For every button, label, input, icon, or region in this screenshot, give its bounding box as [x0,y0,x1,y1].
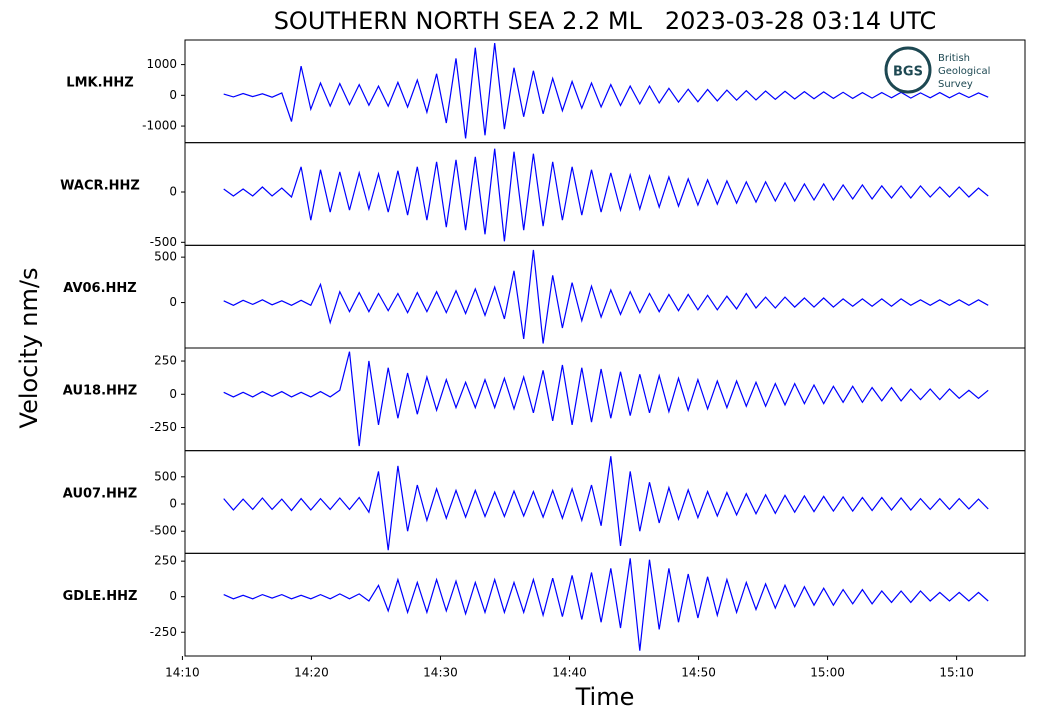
y-tick-label: 0 [169,184,177,198]
x-tick-label: 14:50 [681,666,716,680]
y-tick-label: -250 [150,420,177,434]
waveform [223,43,989,139]
waveform [223,249,989,344]
waveform [223,351,989,447]
station-label: GDLE.HHZ [63,589,138,604]
logo-ring [884,46,932,94]
station-label: AU18.HHZ [63,384,137,399]
logo-text: Geological [938,66,990,77]
x-tick-label: 14:30 [423,666,458,680]
waveform [223,558,989,651]
station-label: LMK.HHZ [66,76,133,91]
station-label: AU07.HHZ [63,486,137,501]
waveform [223,456,989,551]
x-tick-label: 15:10 [939,666,974,680]
logo: BGS British Geological Survey [884,46,990,94]
panel-frame [184,347,1026,452]
y-axis-label: Velocity nm/s [15,268,43,429]
y-tick-label: -500 [150,235,177,249]
y-tick-label: 0 [169,497,177,511]
panel-frame [184,552,1026,657]
y-tick-label: 0 [169,387,177,401]
station-label: AV06.HHZ [63,281,136,296]
waveform [223,148,989,242]
x-tick-label: 14:20 [294,666,329,680]
y-tick-label: 0 [169,295,177,309]
logo-abbr: BGS [893,65,923,80]
y-tick-label: -1000 [142,119,177,133]
panel-frame [184,244,1026,349]
y-tick-label: -250 [150,625,177,639]
y-tick-label: 0 [169,88,177,102]
chart-title: SOUTHERN NORTH SEA 2.2 ML 2023-03-28 03:… [274,7,937,35]
y-tick-label: 250 [154,354,177,368]
y-tick-label: 250 [154,554,177,568]
logo-text: Survey [938,79,973,90]
y-tick-label: 0 [169,589,177,603]
x-tick-label: 15:00 [810,666,845,680]
y-tick-label: 1000 [146,57,177,71]
x-axis-label: Time [575,683,635,711]
logo-text: British [938,53,970,64]
y-tick-label: -500 [150,524,177,538]
x-tick-label: 14:40 [552,666,587,680]
y-tick-label: 500 [154,250,177,264]
x-tick-label: 14:10 [165,666,200,680]
station-label: WACR.HHZ [60,178,140,193]
y-tick-label: 500 [154,469,177,483]
